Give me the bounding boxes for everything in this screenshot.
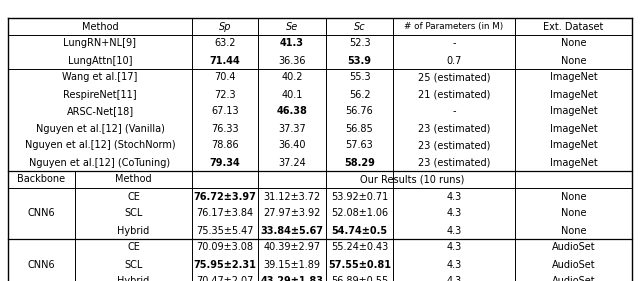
Text: 71.44: 71.44 — [210, 56, 241, 65]
Text: 75.95±2.31: 75.95±2.31 — [193, 259, 257, 269]
Text: 55.24±0.43: 55.24±0.43 — [331, 243, 388, 253]
Text: Sc: Sc — [354, 22, 365, 31]
Text: 75.35±5.47: 75.35±5.47 — [196, 225, 253, 235]
Text: CE: CE — [127, 191, 140, 201]
Text: 4.3: 4.3 — [446, 191, 461, 201]
Text: 40.39±2.97: 40.39±2.97 — [264, 243, 321, 253]
Text: 53.9: 53.9 — [348, 56, 371, 65]
Text: 55.3: 55.3 — [349, 72, 371, 83]
Text: 27.97±3.92: 27.97±3.92 — [263, 209, 321, 219]
Text: ImageNet: ImageNet — [550, 90, 597, 99]
Text: -: - — [452, 106, 456, 117]
Text: 67.13: 67.13 — [211, 106, 239, 117]
Text: 4.3: 4.3 — [446, 225, 461, 235]
Text: 40.1: 40.1 — [282, 90, 303, 99]
Text: 56.2: 56.2 — [349, 90, 371, 99]
Text: ImageNet: ImageNet — [550, 124, 597, 133]
Text: 63.2: 63.2 — [214, 38, 236, 49]
Text: Hybrid: Hybrid — [117, 277, 150, 281]
Text: 43.29±1.83: 43.29±1.83 — [260, 277, 323, 281]
Text: None: None — [561, 56, 586, 65]
Text: Method: Method — [115, 175, 152, 185]
Text: 78.86: 78.86 — [211, 140, 239, 151]
Text: Ext. Dataset: Ext. Dataset — [543, 22, 604, 31]
Text: 56.89±0.55: 56.89±0.55 — [331, 277, 388, 281]
Text: 23 (estimated): 23 (estimated) — [418, 157, 490, 167]
Text: Nguyen et al.[12] (StochNorm): Nguyen et al.[12] (StochNorm) — [25, 140, 175, 151]
Text: 72.3: 72.3 — [214, 90, 236, 99]
Text: 4.3: 4.3 — [446, 277, 461, 281]
Text: 56.76: 56.76 — [346, 106, 373, 117]
Text: 37.24: 37.24 — [278, 157, 306, 167]
Text: 37.37: 37.37 — [278, 124, 306, 133]
Text: ImageNet: ImageNet — [550, 106, 597, 117]
Text: 31.12±3.72: 31.12±3.72 — [264, 191, 321, 201]
Text: 70.09±3.08: 70.09±3.08 — [196, 243, 253, 253]
Text: 53.92±0.71: 53.92±0.71 — [331, 191, 388, 201]
Text: ImageNet: ImageNet — [550, 72, 597, 83]
Text: 46.38: 46.38 — [276, 106, 307, 117]
Text: 52.08±1.06: 52.08±1.06 — [331, 209, 388, 219]
Text: 23 (estimated): 23 (estimated) — [418, 140, 490, 151]
Text: AudioSet: AudioSet — [552, 259, 595, 269]
Text: AudioSet: AudioSet — [552, 243, 595, 253]
Text: Nguyen et al.[12] (Vanilla): Nguyen et al.[12] (Vanilla) — [36, 124, 164, 133]
Text: 70.4: 70.4 — [214, 72, 236, 83]
Text: 40.2: 40.2 — [281, 72, 303, 83]
Text: 76.33: 76.33 — [211, 124, 239, 133]
Text: 4.3: 4.3 — [446, 209, 461, 219]
Text: 39.15±1.89: 39.15±1.89 — [264, 259, 321, 269]
Text: 25 (estimated): 25 (estimated) — [418, 72, 490, 83]
Text: LungAttn[10]: LungAttn[10] — [68, 56, 132, 65]
Text: 58.29: 58.29 — [344, 157, 375, 167]
Text: None: None — [561, 225, 586, 235]
Text: 79.34: 79.34 — [210, 157, 241, 167]
Text: ImageNet: ImageNet — [550, 140, 597, 151]
Text: # of Parameters (in M): # of Parameters (in M) — [404, 22, 504, 31]
Text: 57.55±0.81: 57.55±0.81 — [328, 259, 391, 269]
Text: RespireNet[11]: RespireNet[11] — [63, 90, 137, 99]
Text: Backbone: Backbone — [17, 175, 65, 185]
Text: 52.3: 52.3 — [349, 38, 371, 49]
Text: 76.17±3.84: 76.17±3.84 — [196, 209, 253, 219]
Text: SCL: SCL — [124, 259, 143, 269]
Text: ARSC-Net[18]: ARSC-Net[18] — [67, 106, 134, 117]
Text: 21 (estimated): 21 (estimated) — [418, 90, 490, 99]
Text: LungRN+NL[9]: LungRN+NL[9] — [63, 38, 136, 49]
Text: 76.72±3.97: 76.72±3.97 — [193, 191, 257, 201]
Text: 56.85: 56.85 — [346, 124, 373, 133]
Text: 4.3: 4.3 — [446, 243, 461, 253]
Text: SCL: SCL — [124, 209, 143, 219]
Text: 36.40: 36.40 — [278, 140, 306, 151]
Text: Sp: Sp — [219, 22, 231, 31]
Text: 23 (estimated): 23 (estimated) — [418, 124, 490, 133]
Text: CNN6: CNN6 — [28, 209, 55, 219]
Text: 0.7: 0.7 — [446, 56, 461, 65]
Text: 54.74±0.5: 54.74±0.5 — [332, 225, 388, 235]
Text: Se: Se — [286, 22, 298, 31]
Text: 70.47±2.07: 70.47±2.07 — [196, 277, 253, 281]
Text: None: None — [561, 209, 586, 219]
Text: 36.36: 36.36 — [278, 56, 306, 65]
Text: 41.3: 41.3 — [280, 38, 304, 49]
Text: ImageNet: ImageNet — [550, 157, 597, 167]
Text: AudioSet: AudioSet — [552, 277, 595, 281]
Text: Our Results (10 runs): Our Results (10 runs) — [360, 175, 464, 185]
Text: None: None — [561, 38, 586, 49]
Text: CNN6: CNN6 — [28, 259, 55, 269]
Text: Wang et al.[17]: Wang et al.[17] — [62, 72, 138, 83]
Text: 33.84±5.67: 33.84±5.67 — [260, 225, 323, 235]
Text: Method: Method — [82, 22, 118, 31]
Text: 57.63: 57.63 — [346, 140, 373, 151]
Text: 4.3: 4.3 — [446, 259, 461, 269]
Text: None: None — [561, 191, 586, 201]
Text: Nguyen et al.[12] (CoTuning): Nguyen et al.[12] (CoTuning) — [29, 157, 171, 167]
Text: CE: CE — [127, 243, 140, 253]
Text: Hybrid: Hybrid — [117, 225, 150, 235]
Text: -: - — [452, 38, 456, 49]
